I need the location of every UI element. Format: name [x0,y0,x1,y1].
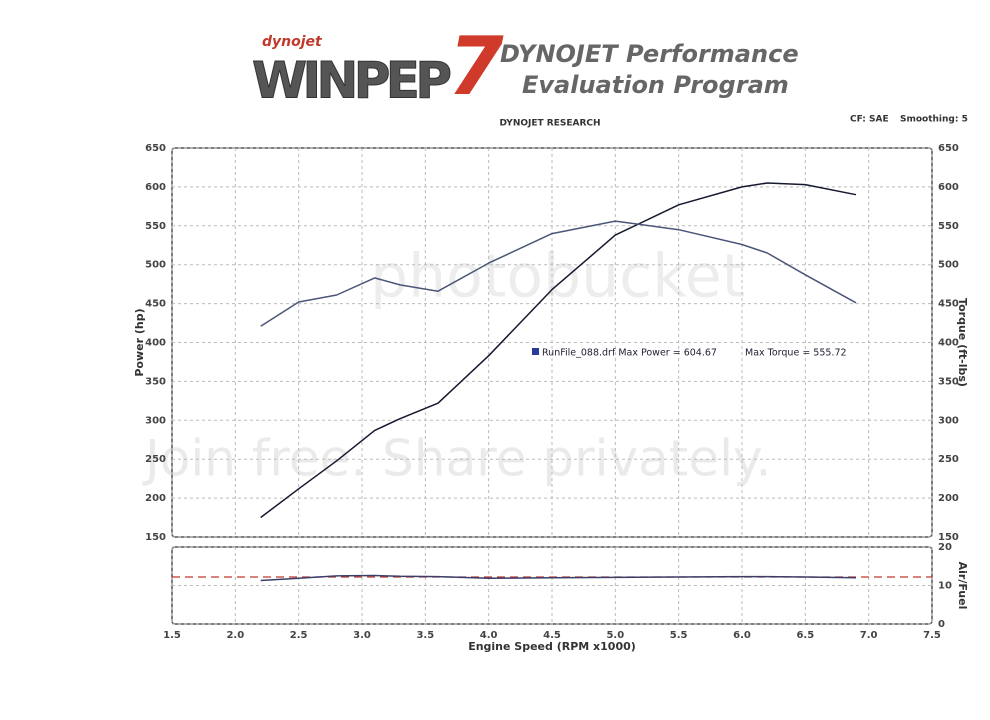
x-tick-label: 2.5 [290,630,308,641]
title: DYNOJET Performance [500,40,799,68]
y2-tick-label: 300 [938,415,959,426]
logo-number: 7 [448,20,504,113]
y2-tick-label: 500 [938,260,959,271]
watermark-brand: photobucket [370,242,745,312]
x-tick-label: 5.0 [606,630,624,641]
y2-tick-label: 650 [938,143,959,154]
logo-small: dynojet [262,34,323,50]
x-tick-label: 5.5 [670,630,688,641]
x-tick-label: 3.5 [416,630,434,641]
y-tick-label: 550 [145,221,166,232]
y2-tick-label: 400 [938,338,959,349]
watermark-slogan: Join free. Share privately. [142,430,771,488]
y2-tick-label: 350 [938,376,959,387]
y2-tick-label: 550 [938,221,959,232]
x-tick-label: 2.0 [226,630,244,641]
legend-text: RunFile_088.drf Max Power = 604.67 [542,348,717,359]
y2-tick-label: 450 [938,299,959,310]
y2-tick-label: 600 [938,182,959,193]
company: DYNOJET RESEARCH [499,119,600,129]
x-tick-label: 1.5 [163,630,181,641]
y-tick-label: 150 [145,532,166,543]
y2-tick-label: 20 [938,542,952,553]
y2-tick-label: 10 [938,581,952,592]
series-line [260,182,857,519]
y2-tick-label: 0 [938,619,945,630]
x-tick-label: 7.5 [923,630,941,641]
title: Evaluation Program [522,71,789,99]
cf: CF: SAE [850,115,889,125]
x-tick-label: 4.0 [480,630,498,641]
x-tick-label: 3.0 [353,630,371,641]
x-tick-label: 6.0 [733,630,751,641]
y-tick-label: 350 [145,376,166,387]
x-tick-label: 7.0 [860,630,878,641]
x-tick-label: 4.5 [543,630,561,641]
y-axis-label: Power (hp) [133,308,146,376]
legend-text: Max Torque = 555.72 [745,348,847,359]
y2-tick-label: 250 [938,454,959,465]
logo: WINPEP [252,52,452,110]
y-tick-label: 250 [145,454,166,465]
y2-tick-label: 200 [938,493,959,504]
y-tick-label: 400 [145,338,166,349]
y-tick-label: 600 [145,182,166,193]
series-line [260,220,857,327]
series-line [260,574,857,582]
y-tick-label: 650 [145,143,166,154]
y-tick-label: 200 [145,493,166,504]
smoothing: Smoothing: 5 [900,115,968,125]
y-tick-label: 300 [145,415,166,426]
legend-swatch [532,348,539,355]
y2-axis-label: Air/Fuel [956,562,969,610]
x-axis-label: Engine Speed (RPM x1000) [468,640,636,653]
y-tick-label: 500 [145,260,166,271]
y-tick-label: 450 [145,299,166,310]
y2-tick-label: 150 [938,532,959,543]
y2-axis-label: Torque (ft-lbs) [956,298,969,387]
x-tick-label: 6.5 [796,630,814,641]
